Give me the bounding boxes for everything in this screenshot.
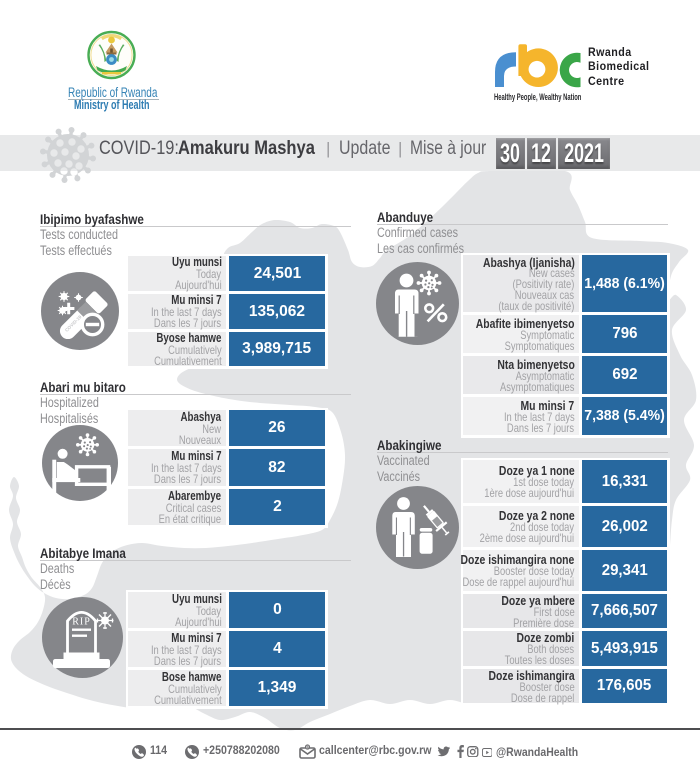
svg-text:@: @	[306, 745, 310, 749]
svg-text:RIP: RIP	[72, 617, 91, 628]
